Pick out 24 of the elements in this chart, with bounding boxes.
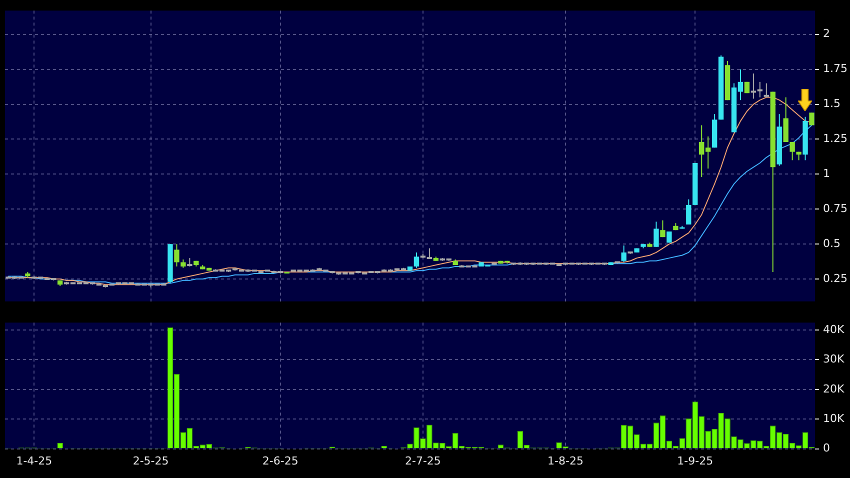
y-tick-label: 30K: [823, 352, 845, 366]
y-tick-label: 0: [823, 442, 830, 455]
y-tick-label: 1.5: [823, 97, 840, 110]
x-tick-label: 2-5-25: [132, 454, 169, 468]
y-tick-label: 10K: [823, 412, 845, 425]
candlestick: [628, 251, 633, 254]
x-tick-label: 2-6-25: [262, 454, 298, 468]
x-tick-label: 1-8-25: [548, 454, 584, 468]
y-tick-label: 1: [823, 167, 830, 180]
x-tick-label: 1-4-25: [16, 454, 52, 468]
y-tick-label: 1.25: [823, 132, 848, 146]
y-tick-label: 40K: [823, 322, 845, 336]
candlestick: [492, 262, 497, 266]
y-tick-label: 2: [823, 27, 830, 40]
candlestick: [640, 244, 646, 249]
x-tick-label: 1-9-25: [677, 454, 714, 468]
candlestick: [174, 244, 180, 267]
y-tick-label: 0.75: [823, 202, 848, 215]
x-tick-label: 2-7-25: [404, 454, 441, 468]
y-tick-label: 20K: [823, 382, 845, 396]
y-tick-label: 0.5: [823, 236, 840, 250]
candlestick: [647, 242, 652, 248]
y-tick-label: 1.75: [823, 62, 848, 76]
y-tick-label: 0.25: [823, 272, 848, 285]
